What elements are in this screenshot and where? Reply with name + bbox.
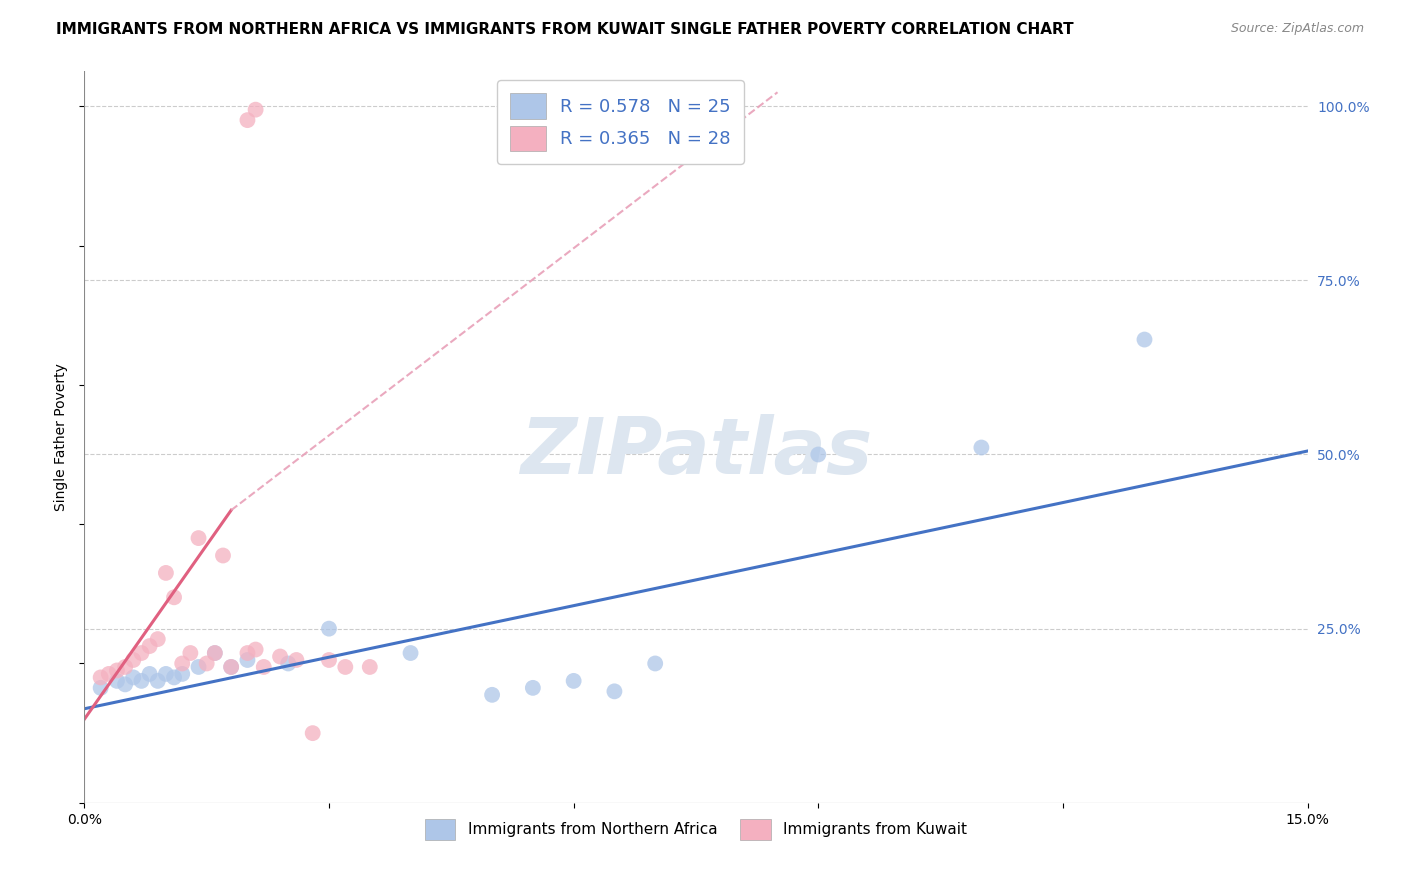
Point — [172, 667, 194, 681]
Point — [603, 684, 626, 698]
Point — [285, 653, 308, 667]
Point — [219, 660, 242, 674]
Point — [236, 113, 259, 128]
Point — [335, 660, 357, 674]
Point — [644, 657, 666, 671]
Y-axis label: Single Father Poverty: Single Father Poverty — [55, 363, 69, 511]
Point — [807, 448, 830, 462]
Point — [522, 681, 544, 695]
Point — [195, 657, 218, 671]
Point — [131, 646, 153, 660]
Point — [187, 660, 209, 674]
Point — [204, 646, 226, 660]
Text: IMMIGRANTS FROM NORTHERN AFRICA VS IMMIGRANTS FROM KUWAIT SINGLE FATHER POVERTY : IMMIGRANTS FROM NORTHERN AFRICA VS IMMIG… — [56, 22, 1074, 37]
Point — [187, 531, 209, 545]
Point — [1133, 333, 1156, 347]
Point — [146, 673, 169, 688]
Point — [212, 549, 235, 563]
Point — [269, 649, 291, 664]
Point — [318, 622, 340, 636]
Point — [122, 653, 145, 667]
Text: ZIPatlas: ZIPatlas — [520, 414, 872, 490]
Point — [179, 646, 201, 660]
Point — [236, 653, 259, 667]
Point — [163, 591, 186, 605]
Point — [245, 103, 267, 117]
Point — [245, 642, 267, 657]
Point — [155, 566, 177, 580]
Point — [122, 670, 145, 684]
Point — [155, 667, 177, 681]
Point — [970, 441, 993, 455]
Point — [301, 726, 323, 740]
Point — [359, 660, 381, 674]
Point — [90, 681, 112, 695]
Point — [277, 657, 299, 671]
Point — [481, 688, 503, 702]
Point — [399, 646, 422, 660]
Point — [236, 646, 259, 660]
Point — [97, 667, 120, 681]
Point — [131, 673, 153, 688]
Point — [105, 664, 128, 678]
Point — [105, 673, 128, 688]
Point — [318, 653, 340, 667]
Point — [146, 632, 169, 646]
Point — [253, 660, 276, 674]
Point — [90, 670, 112, 684]
Point — [219, 660, 242, 674]
Point — [138, 667, 160, 681]
Point — [163, 670, 186, 684]
Point — [204, 646, 226, 660]
Point — [172, 657, 194, 671]
Point — [138, 639, 160, 653]
Legend: Immigrants from Northern Africa, Immigrants from Kuwait: Immigrants from Northern Africa, Immigra… — [419, 813, 973, 847]
Text: Source: ZipAtlas.com: Source: ZipAtlas.com — [1230, 22, 1364, 36]
Point — [562, 673, 585, 688]
Point — [114, 677, 136, 691]
Point — [114, 660, 136, 674]
